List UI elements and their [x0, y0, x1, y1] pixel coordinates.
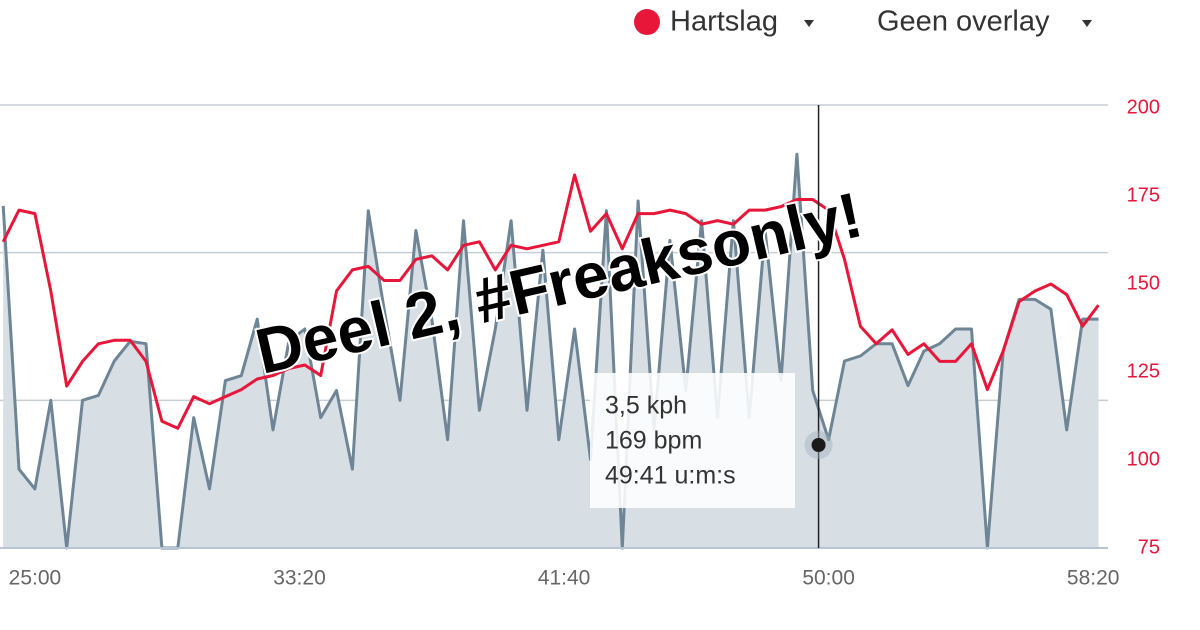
tooltip-box [590, 373, 795, 508]
dropdown-arrow[interactable] [804, 20, 814, 27]
tooltip-line: 169 bpm [605, 427, 702, 455]
y2-tick-label: 150 [1127, 272, 1160, 294]
y2-tick-label: 75 [1138, 536, 1160, 558]
legend-swatch [634, 9, 660, 35]
heart-rate-line [1, 173, 1100, 430]
y2-tick-label: 175 [1127, 184, 1160, 206]
overlay-selector[interactable]: Geen overlay [877, 6, 1050, 38]
x-tick-label: 33:20 [273, 567, 326, 590]
tooltip-line: 3,5 kph [605, 392, 687, 420]
tooltip-line: 49:41 u:m:s [605, 462, 736, 490]
metric-selector[interactable]: Hartslag [670, 6, 778, 38]
x-tick-label: 41:40 [538, 567, 591, 590]
x-tick-label: 50:00 [802, 567, 855, 590]
y2-tick-label: 200 [1127, 96, 1160, 118]
dropdown-arrow[interactable] [1082, 20, 1092, 27]
x-tick-label: 58:20 [1067, 567, 1120, 590]
x-tick-label: 25:00 [9, 567, 62, 590]
cursor-dot [811, 438, 826, 452]
plot-area [0, 104, 1108, 550]
y2-tick-label: 125 [1127, 360, 1160, 382]
y2-tick-label: 100 [1127, 448, 1160, 470]
speed-line [1, 152, 1099, 550]
